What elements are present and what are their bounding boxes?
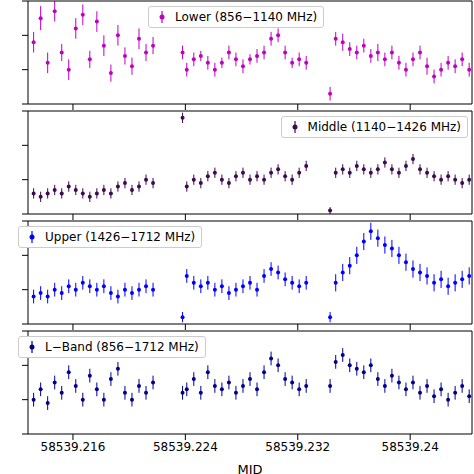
svg-text:MJD: MJD <box>237 462 262 474</box>
svg-text:58539.24: 58539.24 <box>382 440 439 454</box>
html-text:Middle (1140−1426 MHz): Middle (1140−1426 MHz) <box>307 120 461 134</box>
svg-text:58539.232: 58539.232 <box>265 440 330 454</box>
html-text:L−Band (856−1712 MHz): L−Band (856−1712 MHz) <box>45 340 199 354</box>
svg-text:58539.224: 58539.224 <box>153 440 218 454</box>
html-text:Lower (856−1140 MHz): Lower (856−1140 MHz) <box>175 10 318 24</box>
html-text:Upper (1426−1712 MHz): Upper (1426−1712 MHz) <box>45 230 196 244</box>
svg-text:58539.216: 58539.216 <box>41 440 106 454</box>
